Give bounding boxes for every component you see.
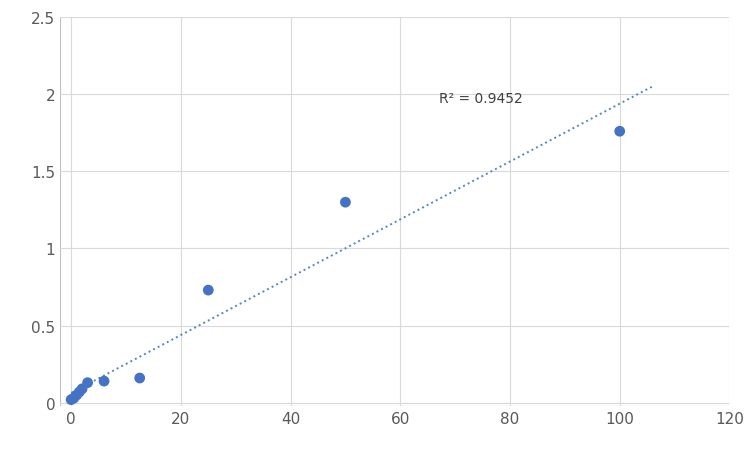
Point <box>98 377 110 385</box>
Text: R² = 0.9452: R² = 0.9452 <box>438 92 523 106</box>
Point <box>76 385 88 392</box>
Point <box>81 379 93 387</box>
Point <box>68 395 80 402</box>
Point <box>65 396 77 403</box>
Point <box>74 388 86 396</box>
Point <box>202 287 214 294</box>
Point <box>614 129 626 136</box>
Point <box>71 391 83 399</box>
Point <box>134 375 146 382</box>
Point <box>339 199 351 207</box>
